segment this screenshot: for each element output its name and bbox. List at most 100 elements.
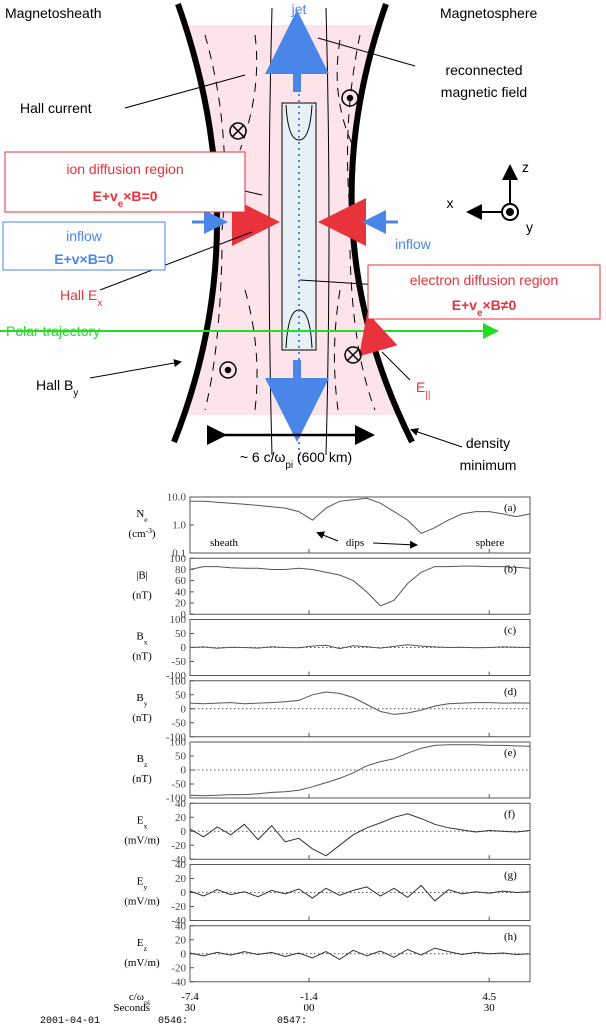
diagram-label: ~ 6 c/ωpi (600 km): [240, 449, 352, 471]
diagram-label-part: E+v×B=0: [54, 251, 114, 267]
panel-tag: (h): [504, 931, 517, 943]
data-line: [190, 497, 531, 534]
y-axis-label-part: E: [137, 876, 144, 888]
y-axis-label-part: x: [144, 637, 148, 646]
e-parallel-arrow: [359, 312, 398, 357]
y-axis-unit: (mV/m): [124, 957, 160, 969]
diagram-label-part: ||: [425, 390, 430, 401]
time-axis-label-part: c/ω: [129, 991, 144, 1003]
diagram-label: minimum: [460, 457, 517, 473]
y-tick-label: 0: [181, 642, 187, 654]
y-axis-unit: (mV/m): [124, 896, 160, 908]
data-line: [189, 644, 531, 650]
diagram-label: inflow: [395, 236, 432, 252]
field-line: [239, 34, 258, 151]
into-page: [346, 348, 360, 362]
y-tick-label: -40: [171, 854, 186, 866]
y-axis-label-part: N: [136, 508, 144, 520]
leader: [89, 359, 182, 379]
panel-frame: [189, 557, 531, 615]
diagram-label-part: E+v: [452, 297, 478, 313]
panel-tag: (a): [504, 502, 517, 514]
y-tick-label: 20: [175, 598, 187, 610]
y-tick-label: 0: [181, 765, 187, 777]
diagram-label-part: ×B≠0: [483, 297, 517, 313]
y-tick-label: 0: [181, 609, 187, 621]
data-line: [189, 565, 531, 607]
leader: [381, 351, 411, 381]
field-line: [285, 104, 313, 141]
y-axis-unit: (nT): [132, 589, 152, 601]
y-tick-label: 1.0: [172, 520, 186, 532]
y-axis-unit: (nT): [132, 651, 152, 663]
y-tick-label: 100: [170, 614, 187, 626]
y-axis-unit-part: -3: [146, 526, 153, 535]
y-tick-label: 20: [175, 873, 187, 885]
y-tick-label: 100: [170, 553, 187, 565]
field-line: [347, 34, 361, 231]
coordinate-axes: [466, 164, 519, 221]
panel-tag: (d): [504, 686, 517, 698]
time-tick-label: 00: [304, 1002, 316, 1014]
diagram-label: x: [447, 195, 454, 211]
y-axis-label-part: B: [136, 631, 143, 643]
y-tick-label: -50: [171, 656, 186, 668]
diagram-label-part: x: [97, 298, 102, 309]
diagram-label-part: E: [416, 379, 425, 395]
leader-lines: [89, 37, 463, 448]
y-axis-label-part: E: [137, 814, 144, 826]
y-tick-label: -20: [171, 962, 186, 974]
time-axis-label-part: pi: [144, 998, 150, 1007]
y-axis-label: Ey: [137, 876, 148, 892]
diagram-label: density: [466, 435, 510, 451]
data-line: [189, 947, 531, 960]
diagram-label: y: [526, 219, 533, 235]
y-axis-label-part: z: [144, 943, 148, 952]
time-axis-label: c/ωpi: [129, 991, 150, 1007]
y-tick-label: 40: [175, 920, 187, 932]
y-tick-label: 100: [170, 675, 187, 687]
diagram-label: electron diffusion region: [410, 272, 558, 288]
y-tick-label: 40: [175, 859, 187, 871]
y-tick-label: 0: [181, 887, 187, 899]
diagram-label: E+ve×B≠0: [452, 297, 517, 319]
field-line: [204, 34, 226, 231]
y-axis-label: Bz: [137, 753, 148, 769]
field-line: [349, 249, 376, 411]
leader: [410, 428, 463, 448]
y-tick-label: -20: [171, 840, 186, 852]
y-tick-label: 50: [175, 751, 187, 763]
time-tick-label: 30: [484, 1002, 496, 1014]
diagram-label-part: ~ 6 c/ω: [240, 449, 286, 465]
ion-region-box: [4, 151, 246, 213]
y-axis-label-part: E: [137, 937, 144, 949]
diagram-label-part: y: [73, 388, 78, 399]
y-axis-label: Ne: [136, 508, 148, 524]
diagram-label: z: [522, 159, 529, 175]
diagram-label-part: e: [477, 308, 483, 319]
y-axis-unit: (nT): [132, 773, 152, 785]
diagram-label-part: E+v: [92, 188, 118, 204]
y-tick-label: 40: [175, 586, 187, 598]
y-tick-label: -50: [171, 717, 186, 729]
time-tick-label: 4.5: [482, 991, 496, 1003]
leader: [124, 74, 246, 109]
diagram-label-part: (600 km): [293, 449, 352, 465]
diagram-label: inflow: [66, 228, 103, 244]
y-axis-label-part: B: [136, 692, 143, 704]
y-axis-label: Bx: [136, 631, 147, 647]
y-tick-label: 50: [175, 628, 187, 640]
diagram-label: Hall current: [20, 100, 92, 116]
electron-region-box: [367, 264, 601, 320]
diagram-label: Magnetosphere: [440, 5, 538, 21]
y-axis-label-part: z: [144, 760, 148, 769]
diagram-label: ion diffusion region: [66, 161, 183, 177]
diagram-label: Hall By: [36, 377, 78, 399]
data-line: [189, 691, 531, 715]
diagram-label-part: Hall B: [36, 377, 73, 393]
into-page: [231, 124, 245, 138]
y-tick-label: 60: [175, 575, 187, 587]
y-tick-label: 0: [181, 826, 187, 838]
panel-tag: (b): [504, 563, 517, 575]
time-tick-label: -1.4: [300, 991, 318, 1003]
